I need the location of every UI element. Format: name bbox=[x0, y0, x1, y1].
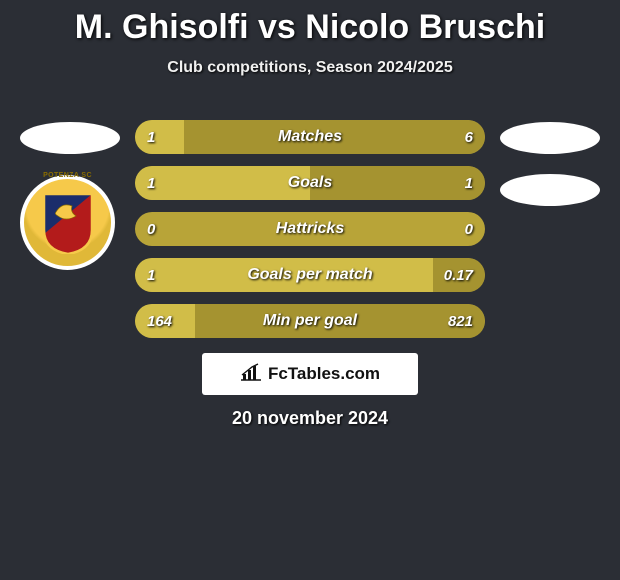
meter-value-right: 0 bbox=[465, 212, 473, 246]
bar-chart-icon bbox=[240, 363, 262, 386]
meter-value-right: 6 bbox=[465, 120, 473, 154]
player-right-ellipse-2 bbox=[500, 174, 600, 206]
date-label: 20 november 2024 bbox=[0, 408, 620, 429]
brand-box[interactable]: FcTables.com bbox=[202, 353, 418, 395]
meter-label: Goals per match bbox=[135, 258, 485, 292]
meter-row: Min per goal164 821 bbox=[135, 304, 485, 338]
meter-label: Matches bbox=[135, 120, 485, 154]
meter-value-left: 1 bbox=[147, 166, 155, 200]
meter-value-left: 1 bbox=[147, 120, 155, 154]
meter-value-left: 1 bbox=[147, 258, 155, 292]
meter-row: Hattricks0 0 bbox=[135, 212, 485, 246]
shield-icon: POTENZA SC bbox=[42, 192, 94, 254]
player-left-ellipse bbox=[20, 122, 120, 154]
meter-value-left: 0 bbox=[147, 212, 155, 246]
club-crest-left: POTENZA SC bbox=[20, 175, 115, 270]
meter-row: Goals per match1 0.17 bbox=[135, 258, 485, 292]
meter-row: Matches1 6 bbox=[135, 120, 485, 154]
meter-label: Goals bbox=[135, 166, 485, 200]
meter-value-right: 0.17 bbox=[444, 258, 473, 292]
player-right-ellipse-1 bbox=[500, 122, 600, 154]
meter-label: Hattricks bbox=[135, 212, 485, 246]
brand-label: FcTables.com bbox=[268, 364, 380, 384]
subtitle: Club competitions, Season 2024/2025 bbox=[0, 59, 620, 77]
meter-area: Matches16Goals11Hattricks00Goals per mat… bbox=[135, 120, 485, 350]
meter-value-right: 821 bbox=[448, 304, 473, 338]
meter-label: Min per goal bbox=[135, 304, 485, 338]
page-title: M. Ghisolfi vs Nicolo Bruschi bbox=[0, 0, 620, 47]
crest-text: POTENZA SC bbox=[24, 172, 112, 179]
meter-row: Goals1 1 bbox=[135, 166, 485, 200]
meter-value-left: 164 bbox=[147, 304, 172, 338]
meter-value-right: 1 bbox=[465, 166, 473, 200]
